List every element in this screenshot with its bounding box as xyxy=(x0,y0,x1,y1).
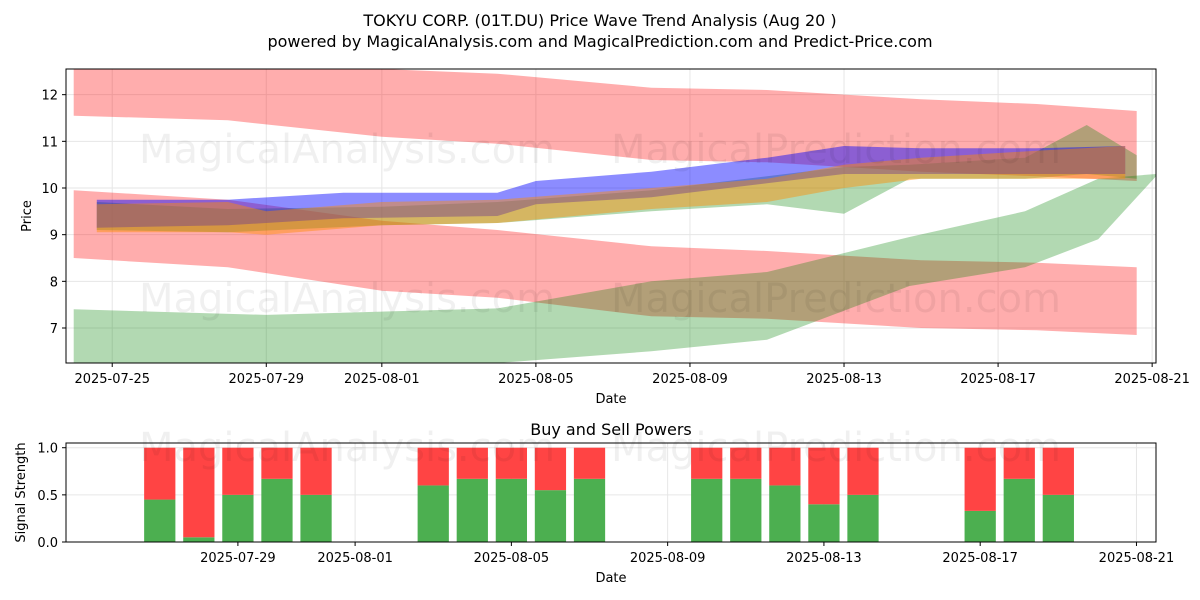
price-y-tick-label: 11 xyxy=(41,135,58,150)
buy-power-bar xyxy=(847,494,879,542)
watermark-text: MagicalAnalysis.com xyxy=(139,425,555,471)
price-bands-layer xyxy=(66,69,1156,363)
chart-subtitle: powered by MagicalAnalysis.com and Magic… xyxy=(267,32,932,51)
price-band-red xyxy=(73,69,1137,181)
watermark-text: MagicalPrediction.com xyxy=(611,425,1061,471)
power-x-tick-label: 2025-08-17 xyxy=(942,551,1018,566)
price-band-group xyxy=(73,69,1156,363)
sell-power-bar xyxy=(964,447,996,511)
price-x-tick-label: 2025-08-09 xyxy=(652,372,728,387)
power-x-axis-label: Date xyxy=(595,571,626,586)
price-band-red xyxy=(73,190,1137,335)
buy-power-bar xyxy=(1042,494,1074,542)
price-x-tick-label: 2025-07-29 xyxy=(229,372,305,387)
price-band-green xyxy=(73,174,1156,363)
buy-power-bar xyxy=(417,485,449,542)
buy-power-bar xyxy=(534,490,567,542)
power-x-tick-label: 2025-07-29 xyxy=(200,551,276,566)
buy-power-bar xyxy=(300,494,332,542)
price-y-tick-label: 9 xyxy=(50,229,58,244)
price-y-tick-label: 12 xyxy=(41,89,58,104)
sell-power-bar xyxy=(417,447,449,486)
price-plot-frame xyxy=(65,68,1157,364)
price-y-tick-label: 8 xyxy=(50,275,58,290)
power-chart-title: Buy and Sell Powers xyxy=(530,420,692,439)
price-x-axis-label: Date xyxy=(595,392,626,407)
power-x-tick-label: 2025-08-01 xyxy=(317,551,393,566)
buy-power-bar xyxy=(769,485,801,542)
sell-power-bar xyxy=(495,447,528,479)
buy-power-bar xyxy=(456,478,488,542)
sell-power-bar xyxy=(573,447,606,479)
buy-power-bar xyxy=(222,494,254,542)
sell-power-bar xyxy=(808,447,840,505)
power-x-tick-label: 2025-08-13 xyxy=(786,551,862,566)
price-x-tick-label: 2025-07-25 xyxy=(74,372,150,387)
sell-power-bar xyxy=(144,447,176,500)
watermark-text: MagicalPrediction.com xyxy=(611,127,1061,173)
power-y-tick-label: 0.5 xyxy=(37,489,58,504)
sell-power-bar xyxy=(300,447,332,495)
power-y-tick-label: 0.0 xyxy=(37,536,58,551)
sell-power-bar xyxy=(222,447,254,495)
price-y-tick-label: 7 xyxy=(50,322,58,337)
watermark-text: MagicalPrediction.com xyxy=(611,276,1061,322)
price-x-tick-label: 2025-08-17 xyxy=(960,372,1036,387)
sell-power-bar xyxy=(534,447,567,491)
sell-power-bar xyxy=(730,447,762,479)
buy-power-bar xyxy=(573,478,606,542)
buy-power-bar xyxy=(964,510,996,542)
buy-power-bar xyxy=(730,478,762,542)
price-x-tick-label: 2025-08-21 xyxy=(1114,372,1190,387)
buy-power-bar xyxy=(261,478,293,542)
sell-power-bar xyxy=(1042,447,1074,495)
buy-power-bar xyxy=(144,499,176,542)
sell-power-bar xyxy=(769,447,801,486)
power-x-tick-label: 2025-08-09 xyxy=(630,551,706,566)
power-bars-layer xyxy=(66,443,1156,543)
buy-power-bar xyxy=(495,478,528,542)
price-y-axis-label: Price xyxy=(20,200,35,232)
buy-power-bar xyxy=(691,478,723,542)
price-x-tick-label: 2025-08-05 xyxy=(498,372,574,387)
power-x-tick-label: 2025-08-21 xyxy=(1099,551,1175,566)
axes-layer: 7 8 9 10 11 12 2025-07-25 2025-07-29 2025-08-01 2… xyxy=(14,68,1190,586)
price-x-tick-label: 2025-08-13 xyxy=(806,372,882,387)
buy-power-bar xyxy=(183,537,215,542)
price-x-tick-label: 2025-08-01 xyxy=(344,372,420,387)
buy-power-bar xyxy=(808,504,840,542)
chart-title: TOKYU CORP. (01T.DU) Price Wave Trend An… xyxy=(362,11,836,30)
sell-power-bar xyxy=(456,447,488,479)
watermark-text: MagicalAnalysis.com xyxy=(139,127,555,173)
price-y-tick-label: 10 xyxy=(41,182,58,197)
sell-power-bar xyxy=(691,447,723,479)
buy-power-bar xyxy=(1003,478,1035,542)
sell-power-bar xyxy=(1003,447,1035,479)
price-band-green xyxy=(96,125,1137,233)
price-band-orange xyxy=(96,146,1126,235)
sell-power-bar xyxy=(847,447,879,495)
power-y-tick-label: 1.0 xyxy=(37,442,58,457)
power-x-tick-label: 2025-08-05 xyxy=(474,551,550,566)
power-plot-frame xyxy=(65,442,1157,543)
sell-power-bar xyxy=(261,447,293,479)
watermark-text: MagicalAnalysis.com xyxy=(139,276,555,322)
sell-power-bar xyxy=(183,447,215,538)
watermark-layer: MagicalAnalysis.com MagicalPrediction.com… xyxy=(139,127,1061,471)
power-y-axis-label: Signal Strength xyxy=(14,442,29,542)
price-band-blue xyxy=(96,146,1126,228)
